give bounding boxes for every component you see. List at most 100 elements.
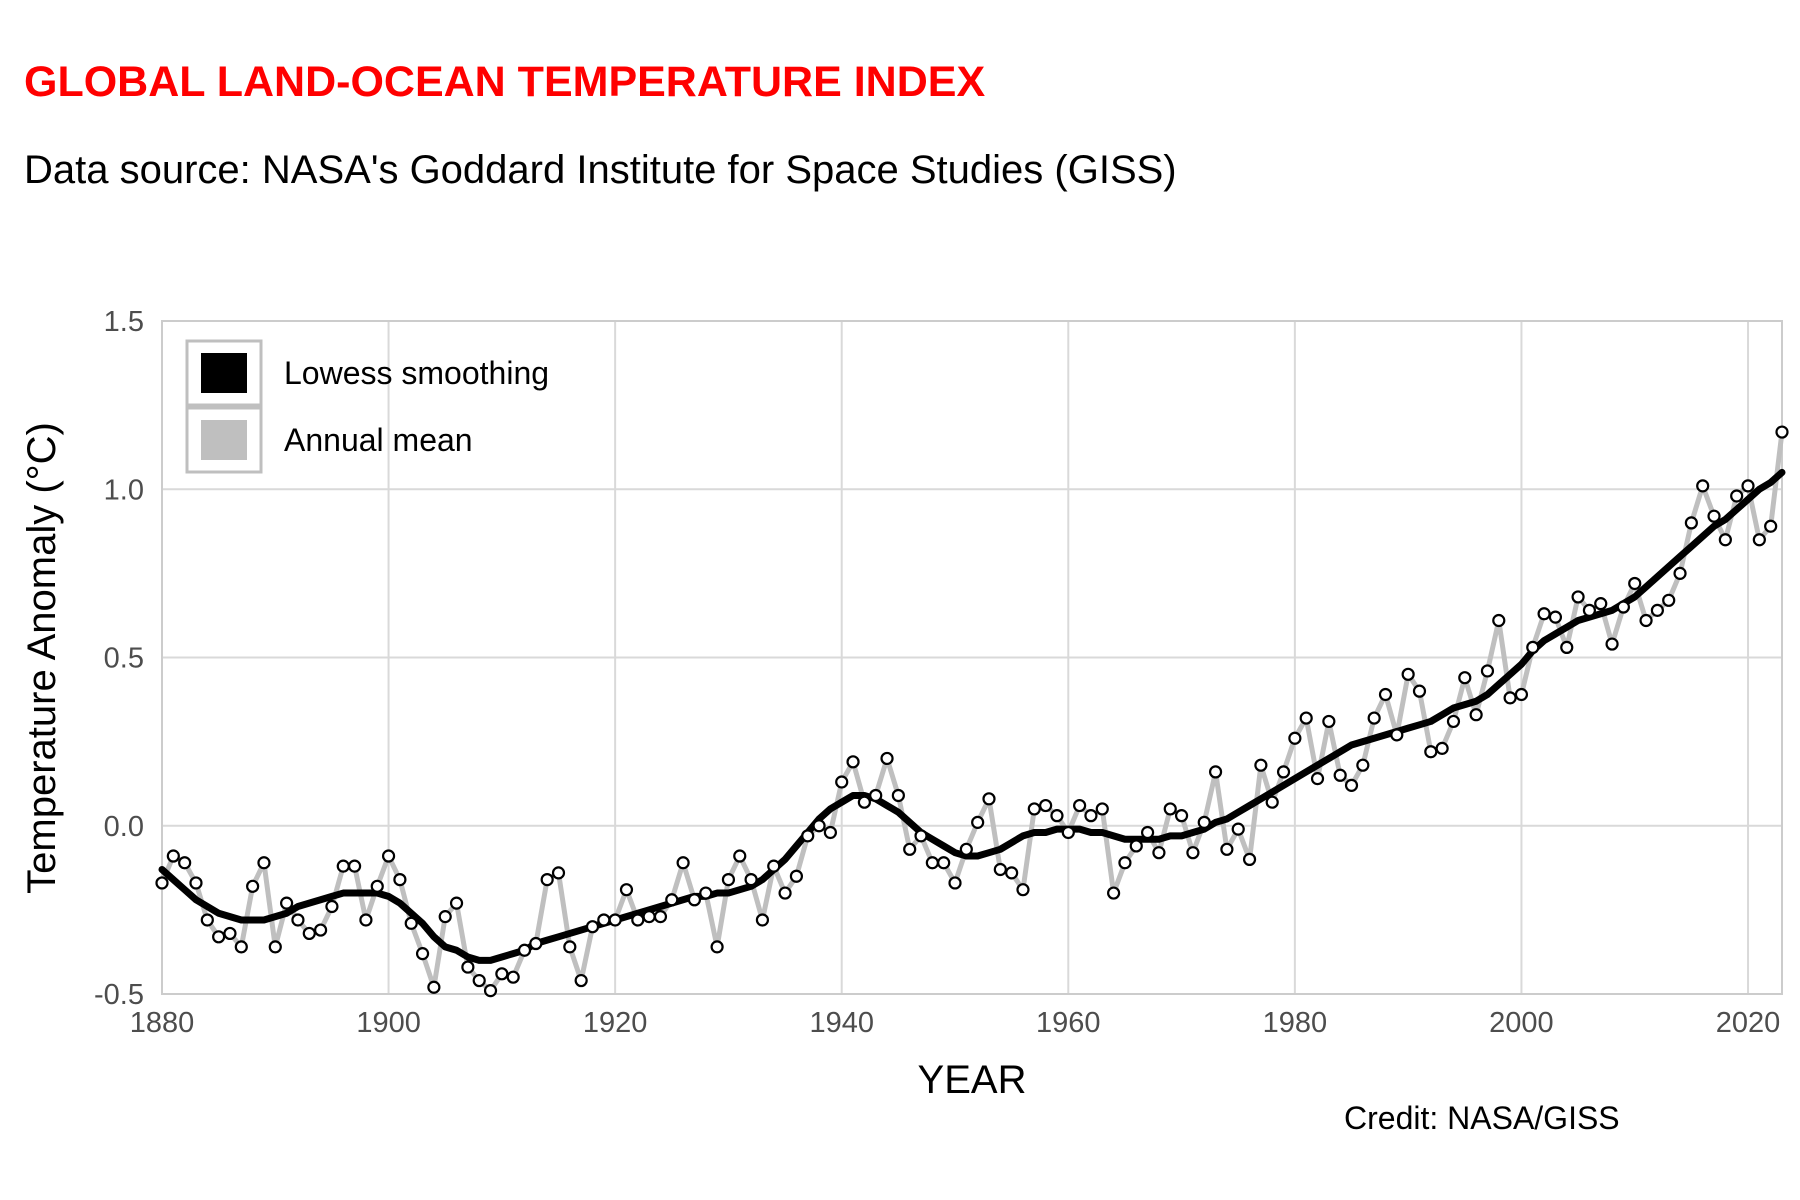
annual-mean-point — [891, 788, 905, 803]
annual-mean-point — [1356, 758, 1370, 772]
x-tick-label: 2000 — [1489, 1007, 1554, 1039]
annual-mean-point — [1628, 576, 1642, 591]
annual-mean-point — [1220, 842, 1234, 856]
annual-mean-point — [914, 829, 928, 843]
annual-mean-point — [1673, 566, 1687, 580]
annual-mean-point — [1696, 479, 1710, 493]
annual-mean-point — [767, 859, 781, 873]
annual-mean-point — [540, 872, 554, 887]
annual-mean-point — [1707, 509, 1721, 523]
annual-mean-point — [200, 913, 214, 927]
annual-mean-point — [178, 856, 192, 870]
annual-mean-point — [665, 893, 679, 907]
annual-mean-point — [778, 886, 792, 900]
x-tick-label: 1920 — [583, 1007, 648, 1039]
annual-mean-point — [597, 913, 611, 927]
x-tick-label: 1960 — [1036, 1007, 1101, 1039]
annual-mean-point — [1005, 866, 1019, 880]
annual-mean-point — [551, 866, 566, 880]
annual-mean-point — [1152, 846, 1166, 860]
annual-mean-point — [1684, 516, 1698, 530]
annual-mean-point — [574, 973, 588, 988]
annual-mean-point — [653, 910, 668, 924]
annual-mean-point — [982, 792, 996, 806]
annual-mean-point — [1639, 613, 1653, 628]
annual-mean-point — [336, 859, 350, 873]
annual-mean-point — [1310, 772, 1325, 786]
annual-mean-point — [789, 869, 804, 883]
annual-mean-point — [1186, 846, 1200, 860]
annual-mean-point — [359, 913, 373, 927]
tick-labels: 1880 1900 1920 1940 1960 1980 2000 2020 -0.5 0.0 0… — [94, 306, 1780, 1039]
annual-mean-point — [1503, 691, 1517, 705]
annual-mean-point — [1061, 825, 1075, 840]
annual-mean-point — [506, 970, 520, 984]
annual-mean-point — [404, 916, 418, 930]
annual-mean-point — [1605, 637, 1619, 651]
annual-mean-point — [1344, 778, 1359, 792]
lowess-smoothing-line — [158, 468, 1786, 964]
annual-mean-point — [948, 876, 962, 890]
annual-mean-point — [642, 910, 656, 924]
annual-mean-point — [461, 960, 475, 974]
annual-mean-point — [246, 879, 260, 893]
annual-mean-point — [517, 943, 532, 957]
annual-mean-point — [1752, 533, 1766, 547]
x-tick-label: 1940 — [809, 1007, 874, 1039]
annual-mean-point — [427, 980, 441, 994]
annual-mean-point — [1741, 479, 1755, 493]
annual-mean-point — [699, 886, 713, 900]
annual-mean-point — [1526, 640, 1540, 655]
annual-mean-point — [155, 876, 169, 890]
annual-mean-point — [1492, 613, 1506, 628]
annual-mean-point — [280, 896, 294, 910]
annual-mean-point — [676, 856, 690, 870]
annual-mean-point — [1265, 795, 1279, 809]
annual-mean-point — [1367, 711, 1381, 725]
annual-mean-point — [971, 815, 985, 829]
annual-mean-point — [415, 947, 430, 961]
x-tick-label: 1980 — [1263, 1007, 1328, 1039]
annual-mean-point — [937, 856, 951, 870]
annual-mean-point — [1140, 825, 1155, 840]
annual-mean-point — [1662, 593, 1676, 607]
annual-mean-point — [1412, 684, 1427, 698]
annual-mean-point — [869, 788, 883, 803]
annual-mean-point — [1480, 664, 1495, 678]
annual-mean-point — [1378, 687, 1393, 702]
annual-mean-point — [1016, 883, 1030, 897]
annual-mean-point — [1107, 886, 1121, 900]
series-layer — [155, 425, 1789, 998]
annual-mean-point — [1027, 802, 1041, 816]
annual-mean-point — [721, 872, 736, 887]
annual-mean-point — [166, 849, 180, 863]
y-tick-label: 0.5 — [104, 643, 144, 675]
annual-mean-point — [314, 923, 328, 937]
annual-mean-point — [1616, 600, 1630, 614]
annual-mean-point — [1718, 533, 1732, 547]
annual-mean-point — [1084, 809, 1098, 823]
annual-mean-point — [857, 795, 871, 809]
annual-mean-point — [1333, 768, 1347, 782]
annual-mean-point — [801, 829, 815, 843]
annual-mean-point — [472, 973, 486, 988]
annual-mean-point — [291, 913, 305, 927]
annual-mean-point — [823, 825, 837, 840]
annual-mean-point — [993, 862, 1007, 877]
annual-mean-point — [1073, 798, 1087, 813]
annual-mean-point — [1730, 489, 1744, 503]
annual-mean-point — [325, 899, 339, 914]
legend-label-annual: Annual mean — [284, 422, 473, 458]
annual-mean-point — [1163, 802, 1177, 816]
annual-mean-point — [438, 910, 452, 924]
annual-mean-point — [1322, 714, 1336, 729]
annual-mean-point — [1129, 839, 1143, 853]
annual-mean-point — [812, 819, 826, 833]
annual-mean-point — [393, 872, 407, 887]
annual-mean-point — [563, 940, 577, 954]
annual-mean-point — [1288, 731, 1302, 745]
annual-mean-point — [1469, 708, 1483, 722]
legend: Lowess smoothing Annual mean — [185, 339, 549, 474]
annual-mean-point — [1276, 765, 1291, 779]
